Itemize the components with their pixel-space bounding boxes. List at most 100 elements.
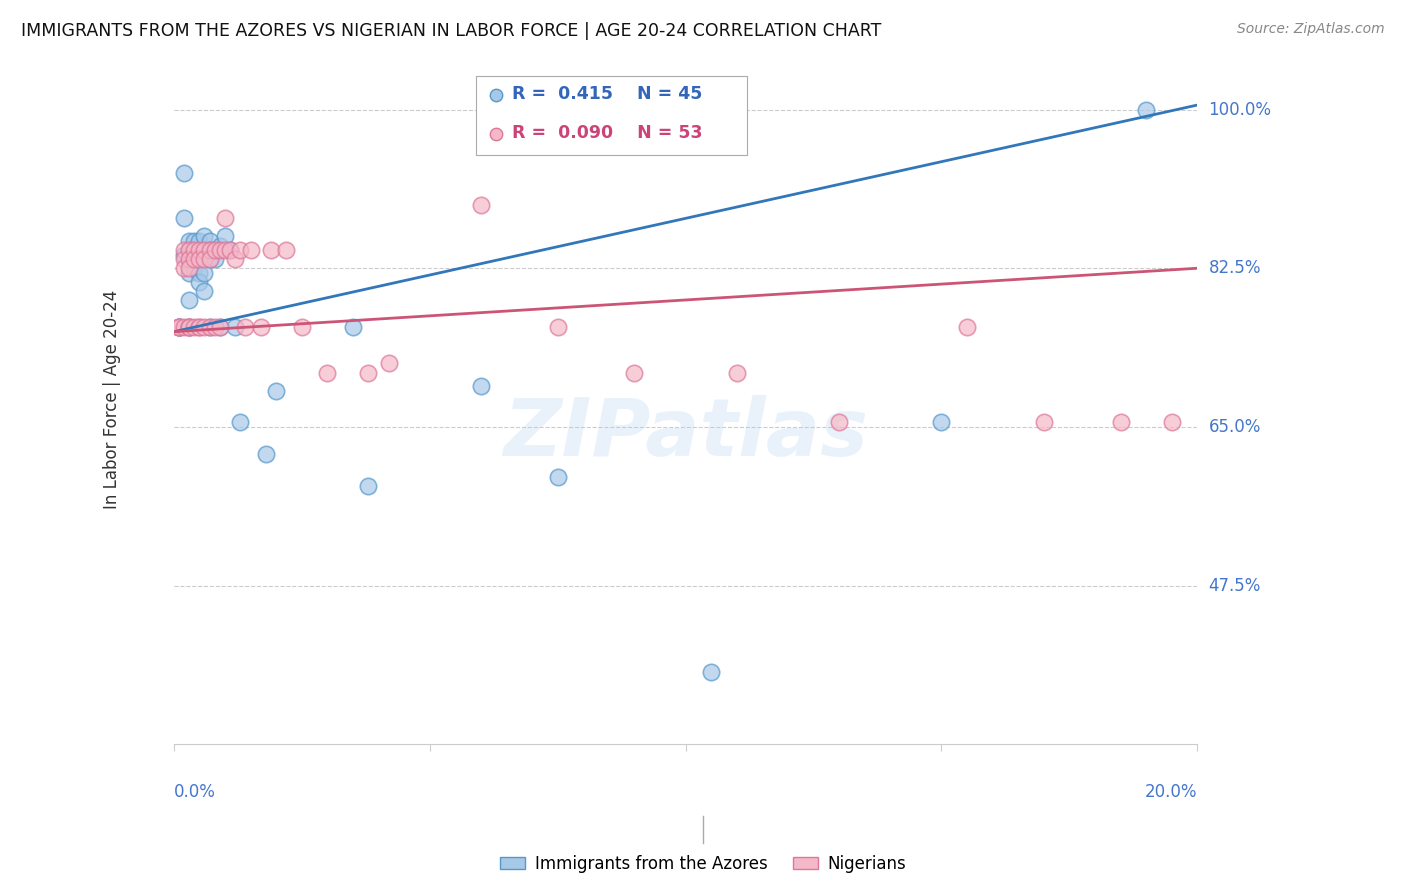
Point xyxy=(828,416,851,430)
Point xyxy=(198,320,221,334)
Point xyxy=(208,320,231,334)
Point xyxy=(193,229,215,244)
Text: R =  0.415    N = 45: R = 0.415 N = 45 xyxy=(512,86,702,103)
Point xyxy=(291,320,314,334)
Text: 100.0%: 100.0% xyxy=(1209,101,1271,119)
Point xyxy=(177,252,200,267)
Point xyxy=(188,252,211,267)
Point xyxy=(224,320,246,334)
Point xyxy=(177,252,200,267)
Point xyxy=(214,229,236,244)
Point xyxy=(193,243,215,257)
Point xyxy=(167,320,190,334)
Point xyxy=(198,320,221,334)
Point xyxy=(235,320,257,334)
Point xyxy=(470,379,492,393)
Point xyxy=(188,320,211,334)
Point xyxy=(193,266,215,280)
Point xyxy=(188,252,211,267)
Point xyxy=(1109,416,1132,430)
Point xyxy=(239,243,262,257)
Point xyxy=(183,243,205,257)
Point xyxy=(956,320,979,334)
Point xyxy=(198,252,221,267)
Point xyxy=(219,243,242,257)
Point xyxy=(188,275,211,289)
Point xyxy=(183,252,205,267)
Point xyxy=(167,320,190,334)
Point xyxy=(208,320,231,334)
Point xyxy=(173,247,195,261)
Point xyxy=(173,211,195,226)
Point xyxy=(208,243,231,257)
Point xyxy=(183,252,205,267)
Text: 47.5%: 47.5% xyxy=(1209,576,1261,595)
Point xyxy=(342,320,364,334)
Text: 0.0%: 0.0% xyxy=(174,783,215,801)
Point xyxy=(183,320,205,334)
Point xyxy=(700,665,723,679)
Point xyxy=(167,320,190,334)
Point xyxy=(177,234,200,248)
Point xyxy=(188,234,211,248)
Point xyxy=(193,320,215,334)
Point xyxy=(204,320,226,334)
Point xyxy=(357,366,380,380)
FancyBboxPatch shape xyxy=(475,76,747,155)
Text: 20.0%: 20.0% xyxy=(1144,783,1198,801)
Point xyxy=(198,243,221,257)
Point xyxy=(931,416,953,430)
Text: 82.5%: 82.5% xyxy=(1209,260,1261,277)
Point xyxy=(276,243,298,257)
Text: IMMIGRANTS FROM THE AZORES VS NIGERIAN IN LABOR FORCE | AGE 20-24 CORRELATION CH: IMMIGRANTS FROM THE AZORES VS NIGERIAN I… xyxy=(21,22,882,40)
Point xyxy=(377,356,399,370)
Point xyxy=(316,366,339,380)
Point xyxy=(177,243,200,257)
Legend: Immigrants from the Azores, Nigerians: Immigrants from the Azores, Nigerians xyxy=(494,848,912,880)
Point xyxy=(188,243,211,257)
Point xyxy=(547,470,569,484)
Point xyxy=(188,266,211,280)
Point xyxy=(177,243,200,257)
Point xyxy=(204,243,226,257)
Point xyxy=(249,320,271,334)
Text: ZIPatlas: ZIPatlas xyxy=(503,395,868,473)
Text: 65.0%: 65.0% xyxy=(1209,418,1261,436)
Point xyxy=(725,366,748,380)
Point xyxy=(183,234,205,248)
Point xyxy=(204,252,226,267)
Point xyxy=(470,198,492,212)
Point xyxy=(357,479,380,493)
Point xyxy=(254,447,277,461)
Text: In Labor Force | Age 20-24: In Labor Force | Age 20-24 xyxy=(103,290,121,509)
Point xyxy=(173,166,195,180)
Point xyxy=(623,366,645,380)
Point xyxy=(173,320,195,334)
Point xyxy=(188,320,211,334)
Point xyxy=(177,261,200,276)
Point xyxy=(198,252,221,267)
Point xyxy=(1032,416,1054,430)
Point xyxy=(183,261,205,276)
Point xyxy=(177,320,200,334)
Point xyxy=(193,243,215,257)
Point xyxy=(214,211,236,226)
Point xyxy=(1160,416,1182,430)
Point xyxy=(183,243,205,257)
Point xyxy=(167,320,190,334)
Point xyxy=(177,320,200,334)
Point xyxy=(1135,103,1157,117)
Point xyxy=(260,243,283,257)
Point xyxy=(204,243,226,257)
Point xyxy=(173,252,195,267)
Point xyxy=(264,384,287,398)
Point xyxy=(177,266,200,280)
Point xyxy=(177,320,200,334)
Point xyxy=(198,243,221,257)
Point xyxy=(547,320,569,334)
Point xyxy=(198,234,221,248)
Point xyxy=(219,243,242,257)
Point xyxy=(229,243,252,257)
Point xyxy=(229,416,252,430)
Point xyxy=(177,320,200,334)
